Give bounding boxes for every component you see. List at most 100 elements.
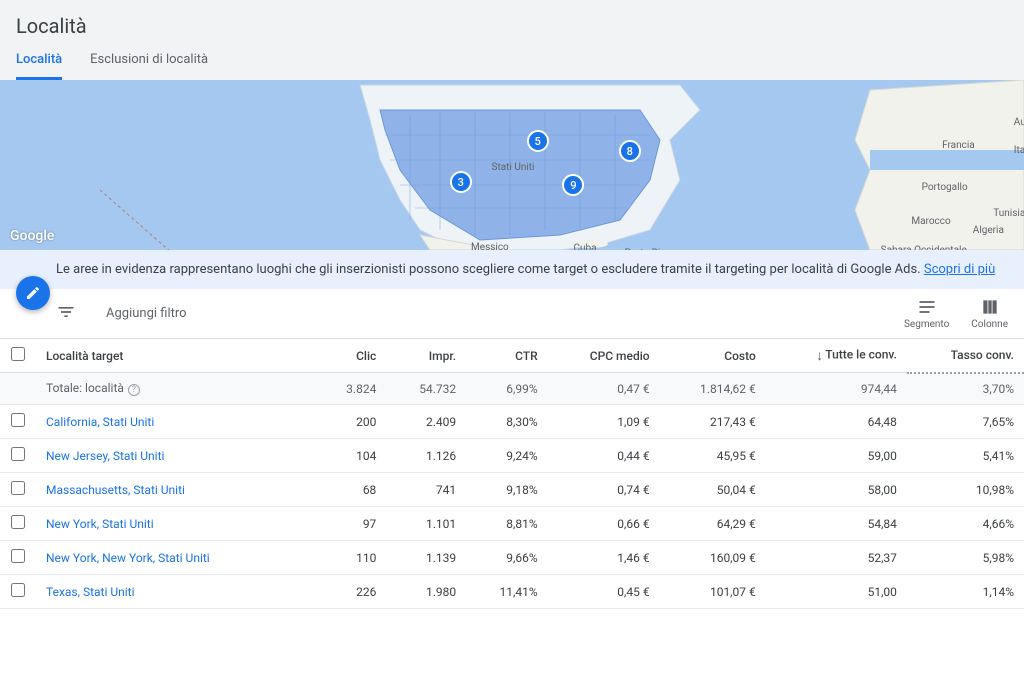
total-clicks: 3.824 <box>316 373 386 405</box>
cell-clicks: 68 <box>316 473 386 507</box>
segment-icon <box>917 297 937 317</box>
location-link[interactable]: California, Stati Uniti <box>46 415 154 429</box>
cell-conv: 64,48 <box>766 405 907 439</box>
cell-cost: 160,09 € <box>660 541 766 575</box>
cell-ctr: 8,30% <box>466 405 548 439</box>
table-row: New Jersey, Stati Uniti 1041.1269,24%0,44… <box>0 439 1024 473</box>
cell-rate: 5,98% <box>907 541 1024 575</box>
col-cost[interactable]: Costo <box>660 339 766 373</box>
col-impr[interactable]: Impr. <box>386 339 466 373</box>
tab-exclusions[interactable]: Esclusioni di località <box>90 52 208 80</box>
row-checkbox[interactable] <box>11 583 25 597</box>
cell-cpc: 0,44 € <box>548 439 660 473</box>
total-cost: 1.814,62 € <box>660 373 766 405</box>
cell-conv: 59,00 <box>766 439 907 473</box>
pencil-icon <box>25 285 41 301</box>
info-link[interactable]: Scopri di più <box>924 262 995 277</box>
col-conv[interactable]: ↓Tutte le conv. <box>766 339 907 373</box>
cell-ctr: 8,81% <box>466 507 548 541</box>
cell-cost: 101,07 € <box>660 575 766 609</box>
cell-rate: 1,14% <box>907 575 1024 609</box>
col-clicks[interactable]: Clic <box>316 339 386 373</box>
map-marker[interactable]: 9 <box>562 174 584 196</box>
col-rate[interactable]: Tasso conv. <box>907 339 1024 373</box>
cell-conv: 51,00 <box>766 575 907 609</box>
select-all-checkbox[interactable] <box>11 347 25 361</box>
cell-impr: 1.980 <box>386 575 466 609</box>
filter-icon[interactable] <box>56 302 76 326</box>
cell-ctr: 9,66% <box>466 541 548 575</box>
locations-table: Località target Clic Impr. CTR CPC medio… <box>0 339 1024 609</box>
location-link[interactable]: New York, New York, Stati Uniti <box>46 551 210 565</box>
add-filter[interactable]: Aggiungi filtro <box>106 306 187 321</box>
cell-rate: 4,66% <box>907 507 1024 541</box>
row-checkbox[interactable] <box>11 515 25 529</box>
map[interactable]: 5893 Stati UnitiMessicoCubaPorto RicoFra… <box>0 80 1024 250</box>
toolbar: Aggiungi filtro Segmento Colonne <box>0 289 1024 339</box>
cell-conv: 52,37 <box>766 541 907 575</box>
cell-ctr: 9,24% <box>466 439 548 473</box>
map-marker[interactable]: 3 <box>450 171 472 193</box>
cell-clicks: 104 <box>316 439 386 473</box>
page-title: Località <box>16 14 1008 38</box>
cell-rate: 5,41% <box>907 439 1024 473</box>
cell-cpc: 0,74 € <box>548 473 660 507</box>
cell-impr: 741 <box>386 473 466 507</box>
table-row: California, Stati Uniti2002.4098,30%1,09… <box>0 405 1024 439</box>
cell-rate: 10,98% <box>907 473 1024 507</box>
location-link[interactable]: Massachusetts, Stati Uniti <box>46 483 185 497</box>
segment-button[interactable]: Segmento <box>904 297 949 330</box>
total-row: Totale: località? 3.824 54.732 6,99% 0,4… <box>0 373 1024 405</box>
location-link[interactable]: New Jersey, Stati Uniti <box>46 449 164 463</box>
cell-ctr: 11,41% <box>466 575 548 609</box>
cell-cost: 217,43 € <box>660 405 766 439</box>
cell-ctr: 9,18% <box>466 473 548 507</box>
cell-impr: 1.126 <box>386 439 466 473</box>
total-ctr: 6,99% <box>466 373 548 405</box>
edit-fab[interactable] <box>16 276 50 310</box>
total-conv: 974,44 <box>766 373 907 405</box>
col-checkbox <box>0 339 36 373</box>
cell-rate: 7,65% <box>907 405 1024 439</box>
cell-clicks: 226 <box>316 575 386 609</box>
cell-cpc: 1,09 € <box>548 405 660 439</box>
location-link[interactable]: Texas, Stati Uniti <box>46 585 135 599</box>
col-cpc[interactable]: CPC medio <box>548 339 660 373</box>
cell-impr: 1.139 <box>386 541 466 575</box>
tabs: Località Esclusioni di località <box>16 52 1008 80</box>
map-marker[interactable]: 8 <box>619 140 641 162</box>
row-checkbox[interactable] <box>11 413 25 427</box>
cell-clicks: 97 <box>316 507 386 541</box>
table-header-row: Località target Clic Impr. CTR CPC medio… <box>0 339 1024 373</box>
row-checkbox[interactable] <box>11 481 25 495</box>
columns-label: Colonne <box>971 319 1008 330</box>
total-rate: 3,70% <box>907 373 1024 405</box>
table-row: New York, Stati Uniti971.1018,81%0,66 €6… <box>0 507 1024 541</box>
cell-impr: 1.101 <box>386 507 466 541</box>
help-icon[interactable]: ? <box>128 384 140 396</box>
tab-locations[interactable]: Località <box>16 52 62 80</box>
row-checkbox[interactable] <box>11 447 25 461</box>
col-ctr[interactable]: CTR <box>466 339 548 373</box>
location-link[interactable]: New York, Stati Uniti <box>46 517 154 531</box>
cell-conv: 54,84 <box>766 507 907 541</box>
table-row: Massachusetts, Stati Uniti 687419,18%0,74… <box>0 473 1024 507</box>
cell-cost: 50,04 € <box>660 473 766 507</box>
table-row: Texas, Stati Uniti2261.98011,41%0,45 €10… <box>0 575 1024 609</box>
columns-button[interactable]: Colonne <box>971 297 1008 330</box>
info-bar: Le aree in evidenza rappresentano luoghi… <box>0 250 1024 289</box>
page-header: Località Località Esclusioni di località <box>0 0 1024 80</box>
map-svg <box>0 80 1024 250</box>
segment-label: Segmento <box>904 319 949 330</box>
cell-conv: 58,00 <box>766 473 907 507</box>
col-location[interactable]: Località target <box>36 339 316 373</box>
row-checkbox[interactable] <box>11 549 25 563</box>
total-impr: 54.732 <box>386 373 466 405</box>
sort-down-icon: ↓ <box>816 348 823 364</box>
map-marker[interactable]: 5 <box>527 130 549 152</box>
cell-cost: 45,95 € <box>660 439 766 473</box>
cell-cpc: 1,46 € <box>548 541 660 575</box>
table-row: New York, New York, Stati Uniti1101.1399… <box>0 541 1024 575</box>
columns-icon <box>980 297 1000 317</box>
total-label: Totale: località? <box>36 373 316 405</box>
